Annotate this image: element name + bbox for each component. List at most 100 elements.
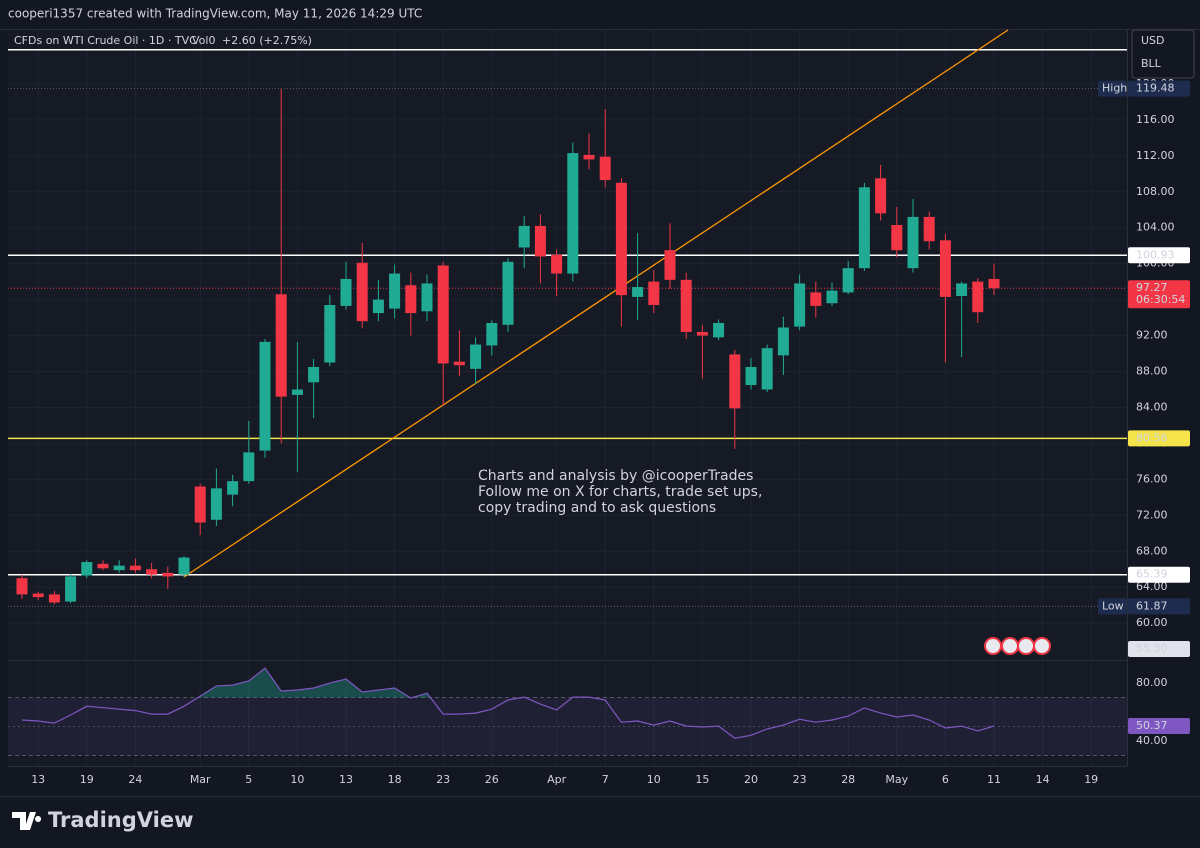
candle-body bbox=[777, 327, 789, 356]
candle-body bbox=[275, 294, 287, 397]
x-tick-label: 23 bbox=[436, 773, 450, 786]
event-icon[interactable] bbox=[984, 637, 1002, 655]
price-label: 119.48 bbox=[1136, 82, 1175, 95]
trend-line bbox=[183, 29, 1009, 578]
logo-mark bbox=[12, 812, 42, 830]
price-label: 55.30 bbox=[1136, 642, 1168, 655]
currency-box[interactable] bbox=[1131, 29, 1195, 79]
candle-body bbox=[113, 565, 125, 571]
candle-body bbox=[162, 572, 174, 577]
candle-body bbox=[48, 594, 60, 603]
candle-body bbox=[356, 262, 368, 322]
candle-body bbox=[923, 216, 935, 242]
event-icon[interactable] bbox=[1017, 637, 1035, 655]
y-tick-label: 60.00 bbox=[1136, 616, 1168, 629]
unit[interactable]: BLL bbox=[1141, 57, 1162, 70]
candle-body bbox=[32, 593, 44, 598]
candle-body bbox=[680, 279, 692, 332]
candle-body bbox=[146, 569, 158, 575]
candle-body bbox=[308, 367, 320, 383]
candles bbox=[16, 88, 1000, 605]
candle-body bbox=[502, 261, 514, 325]
y-tick-label: 72.00 bbox=[1136, 508, 1168, 521]
rsi-pane bbox=[8, 667, 1127, 757]
price-label-box bbox=[1128, 566, 1190, 583]
event-icon[interactable] bbox=[1001, 637, 1019, 655]
price-label: 61.87 bbox=[1136, 599, 1168, 612]
x-tick-label: 14 bbox=[1036, 773, 1050, 786]
candle-body bbox=[891, 225, 903, 251]
candle-body bbox=[259, 341, 271, 451]
y-tick-label: 76.00 bbox=[1136, 472, 1168, 485]
x-tick-label: 7 bbox=[602, 773, 609, 786]
annotation-line: copy trading and to ask questions bbox=[478, 500, 716, 516]
x-tick-label: 18 bbox=[388, 773, 402, 786]
price-label: 100.93 bbox=[1136, 248, 1175, 261]
rsi-line bbox=[21, 667, 995, 739]
price-label-box bbox=[1128, 598, 1190, 615]
candle-body bbox=[810, 292, 822, 306]
event-icons[interactable] bbox=[984, 637, 1051, 655]
price-label-box bbox=[1128, 247, 1190, 264]
candle-body bbox=[486, 322, 498, 346]
candle-body bbox=[227, 481, 239, 495]
price-label-box bbox=[1128, 430, 1190, 447]
axes: 60.00 64.00 68.00 72.00 76.00 80.00 84.00 88.00… bbox=[31, 77, 1190, 786]
candle-body bbox=[567, 153, 579, 274]
candle-body bbox=[632, 287, 644, 297]
y-tick-label: 112.00 bbox=[1136, 149, 1175, 162]
session_low-label: Low bbox=[1102, 599, 1124, 612]
candle-body bbox=[972, 281, 984, 313]
y-tick-label: 108.00 bbox=[1136, 185, 1175, 198]
rsi-label-box bbox=[1128, 718, 1190, 735]
author-line: cooperi1357 created with TradingView.com… bbox=[8, 7, 422, 21]
price-label-box bbox=[1098, 598, 1127, 615]
x-tick-label: 24 bbox=[128, 773, 142, 786]
candle-body bbox=[956, 283, 968, 297]
candle-body bbox=[761, 348, 773, 390]
candle-body bbox=[243, 452, 255, 482]
candle-body bbox=[794, 283, 806, 327]
x-tick-label: 19 bbox=[1084, 773, 1098, 786]
rsi-last-value: 50.37 bbox=[1136, 719, 1168, 732]
candle-body bbox=[389, 273, 401, 309]
symbol-title: CFDs on WTI Crude Oil · 1D · TVC bbox=[14, 34, 197, 47]
countdown: 06:30:54 bbox=[1136, 293, 1185, 306]
candle-body bbox=[664, 250, 676, 280]
candle-body bbox=[599, 156, 611, 181]
x-tick-label: 10 bbox=[290, 773, 304, 786]
event-icon[interactable] bbox=[1033, 637, 1051, 655]
candle-body bbox=[648, 281, 660, 306]
x-tick-label: 28 bbox=[841, 773, 855, 786]
candle-body bbox=[518, 225, 530, 248]
candle-body bbox=[745, 367, 757, 385]
session_high-label: High bbox=[1102, 82, 1127, 95]
x-tick-label: 11 bbox=[987, 773, 1001, 786]
x-tick-label: 13 bbox=[339, 773, 353, 786]
volume-label: Vol0 bbox=[192, 34, 215, 47]
currency[interactable]: USD bbox=[1141, 34, 1165, 47]
price-label-box bbox=[1128, 80, 1190, 97]
candle-body bbox=[551, 254, 563, 274]
price-label: 97.27 bbox=[1136, 281, 1168, 294]
x-tick-label: 20 bbox=[744, 773, 758, 786]
x-tick-label: 23 bbox=[793, 773, 807, 786]
candle-body bbox=[875, 178, 887, 214]
candle-body bbox=[939, 240, 951, 297]
candle-body bbox=[178, 557, 190, 575]
x-tick-label: 19 bbox=[80, 773, 94, 786]
grid bbox=[8, 30, 1127, 766]
chart-pane bbox=[8, 30, 1127, 766]
price-label-box bbox=[1128, 641, 1190, 657]
y-tick-label: 64.00 bbox=[1136, 580, 1168, 593]
price-label: 80.56 bbox=[1136, 431, 1168, 444]
candle-body bbox=[210, 488, 222, 520]
candle-body bbox=[437, 265, 449, 364]
y-tick-label: 116.00 bbox=[1136, 113, 1175, 126]
annotation-line: Charts and analysis by @icooperTrades bbox=[478, 468, 753, 484]
y-tick-label: 104.00 bbox=[1136, 221, 1175, 234]
candle-body bbox=[97, 563, 109, 569]
candle-body bbox=[453, 361, 465, 366]
candle-body bbox=[65, 576, 77, 602]
